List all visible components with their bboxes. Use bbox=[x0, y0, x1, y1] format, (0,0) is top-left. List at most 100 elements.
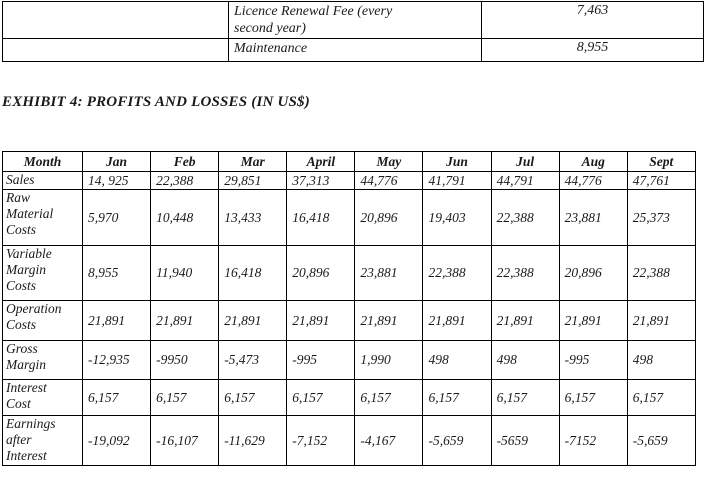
value-cell: 23,881 bbox=[354, 245, 424, 301]
value-cell: 498 bbox=[490, 340, 560, 380]
fees-row-label: Maintenance bbox=[228, 38, 482, 62]
value-cell: 21,891 bbox=[354, 300, 424, 341]
value-cell: -12,935 bbox=[81, 340, 152, 380]
value-cell: -19,092 bbox=[81, 415, 152, 466]
value-cell: 20,896 bbox=[354, 189, 424, 246]
table-row: Sales 14, 925 22,388 29,851 37,313 44,776 41,7… bbox=[2, 171, 696, 190]
value-cell: 21,891 bbox=[218, 300, 288, 341]
value-cell: 21,891 bbox=[422, 300, 492, 341]
value-cell: 25,373 bbox=[626, 189, 696, 246]
value-cell: -9950 bbox=[150, 340, 220, 380]
value-cell: 13,433 bbox=[218, 189, 288, 246]
value-cell: 6,157 bbox=[286, 379, 356, 416]
fees-table: Licence Renewal Fee (every second year) … bbox=[2, 1, 704, 62]
value-cell: 19,403 bbox=[422, 189, 492, 246]
column-header-sept: Sept bbox=[626, 151, 696, 172]
value-cell: 44,776 bbox=[354, 171, 424, 190]
table-row: Variable Margin Costs 8,955 11,940 16,418 20… bbox=[2, 245, 696, 301]
value-cell: 6,157 bbox=[218, 379, 288, 416]
value-cell: 6,157 bbox=[626, 379, 696, 416]
fees-row-label: Licence Renewal Fee (every second year) bbox=[228, 1, 482, 39]
value-cell: -7152 bbox=[558, 415, 628, 466]
column-header-jan: Jan bbox=[81, 151, 152, 172]
value-cell: 29,851 bbox=[218, 171, 288, 190]
row-label: Interest Cost bbox=[2, 379, 83, 416]
value-cell: -11,629 bbox=[218, 415, 288, 466]
table-row: Gross Margin -12,935 -9950 -5,473 -995 1,990 4… bbox=[2, 340, 696, 380]
column-header-aug: Aug bbox=[558, 151, 628, 172]
value-cell: 22,388 bbox=[490, 189, 560, 246]
fees-row-value: 8,955 bbox=[481, 38, 704, 62]
value-cell: -5,659 bbox=[422, 415, 492, 466]
column-header-jun: Jun bbox=[422, 151, 492, 172]
fees-row-value: 7,463 bbox=[481, 1, 704, 39]
value-cell: 1,990 bbox=[354, 340, 424, 380]
column-header-mar: Mar bbox=[218, 151, 288, 172]
value-cell: 6,157 bbox=[422, 379, 492, 416]
value-cell: 6,157 bbox=[558, 379, 628, 416]
value-cell: -4,167 bbox=[354, 415, 424, 466]
column-header-april: April bbox=[286, 151, 356, 172]
profits-losses-table: Month Jan Feb Mar April May Jun Jul Aug Sept Sale… bbox=[2, 151, 696, 466]
value-cell: 10,448 bbox=[150, 189, 220, 246]
value-cell: -5,473 bbox=[218, 340, 288, 380]
table-row: Maintenance 8,955 bbox=[2, 38, 704, 62]
row-label: Earnings after Interest bbox=[2, 415, 83, 466]
value-cell: 6,157 bbox=[354, 379, 424, 416]
row-label: Raw Material Costs bbox=[2, 189, 83, 246]
value-cell: 22,388 bbox=[422, 245, 492, 301]
value-cell: 23,881 bbox=[558, 189, 628, 246]
value-cell: 6,157 bbox=[150, 379, 220, 416]
row-label: Operation Costs bbox=[2, 300, 83, 341]
value-cell: 5,970 bbox=[81, 189, 152, 246]
value-cell: -995 bbox=[286, 340, 356, 380]
value-cell: 11,940 bbox=[150, 245, 220, 301]
column-header-month: Month bbox=[2, 151, 83, 172]
value-cell: 21,891 bbox=[286, 300, 356, 341]
value-cell: 21,891 bbox=[490, 300, 560, 341]
value-cell: 44,791 bbox=[490, 171, 560, 190]
value-cell: 16,418 bbox=[286, 189, 356, 246]
table-row: Interest Cost 6,157 6,157 6,157 6,157 6,157 6,… bbox=[2, 379, 696, 416]
fees-empty-cell bbox=[2, 1, 229, 39]
value-cell: 498 bbox=[422, 340, 492, 380]
row-label: Gross Margin bbox=[2, 340, 83, 380]
pl-header-row: Month Jan Feb Mar April May Jun Jul Aug Sept bbox=[2, 151, 696, 172]
value-cell: 47,761 bbox=[626, 171, 696, 190]
table-row: Operation Costs 21,891 21,891 21,891 21,891 2… bbox=[2, 300, 696, 341]
value-cell: -5659 bbox=[490, 415, 560, 466]
value-cell: 22,388 bbox=[490, 245, 560, 301]
value-cell: 6,157 bbox=[490, 379, 560, 416]
column-header-feb: Feb bbox=[150, 151, 220, 172]
value-cell: 498 bbox=[626, 340, 696, 380]
value-cell: 41,791 bbox=[422, 171, 492, 190]
value-cell: 6,157 bbox=[81, 379, 152, 416]
value-cell: 16,418 bbox=[218, 245, 288, 301]
exhibit-heading: EXHIBIT 4: PROFITS AND LOSSES (IN US$) bbox=[2, 94, 310, 110]
value-cell: -5,659 bbox=[626, 415, 696, 466]
value-cell: 8,955 bbox=[81, 245, 152, 301]
value-cell: 20,896 bbox=[558, 245, 628, 301]
table-row: Raw Material Costs 5,970 10,448 13,433 16,41… bbox=[2, 189, 696, 246]
value-cell: 44,776 bbox=[558, 171, 628, 190]
value-cell: 22,388 bbox=[626, 245, 696, 301]
value-cell: 22,388 bbox=[150, 171, 220, 190]
value-cell: -995 bbox=[558, 340, 628, 380]
value-cell: 37,313 bbox=[286, 171, 356, 190]
table-row: Licence Renewal Fee (every second year) … bbox=[2, 1, 704, 39]
column-header-jul: Jul bbox=[490, 151, 560, 172]
value-cell: 20,896 bbox=[286, 245, 356, 301]
value-cell: -16,107 bbox=[150, 415, 220, 466]
value-cell: -7,152 bbox=[286, 415, 356, 466]
column-header-may: May bbox=[354, 151, 424, 172]
table-row: Earnings after Interest -19,092 -16,107 -11… bbox=[2, 415, 696, 466]
value-cell: 21,891 bbox=[150, 300, 220, 341]
value-cell: 21,891 bbox=[626, 300, 696, 341]
value-cell: 21,891 bbox=[558, 300, 628, 341]
fees-empty-cell bbox=[2, 38, 229, 62]
row-label: Variable Margin Costs bbox=[2, 245, 83, 301]
value-cell: 14, 925 bbox=[81, 171, 152, 190]
value-cell: 21,891 bbox=[81, 300, 152, 341]
row-label: Sales bbox=[2, 171, 83, 190]
